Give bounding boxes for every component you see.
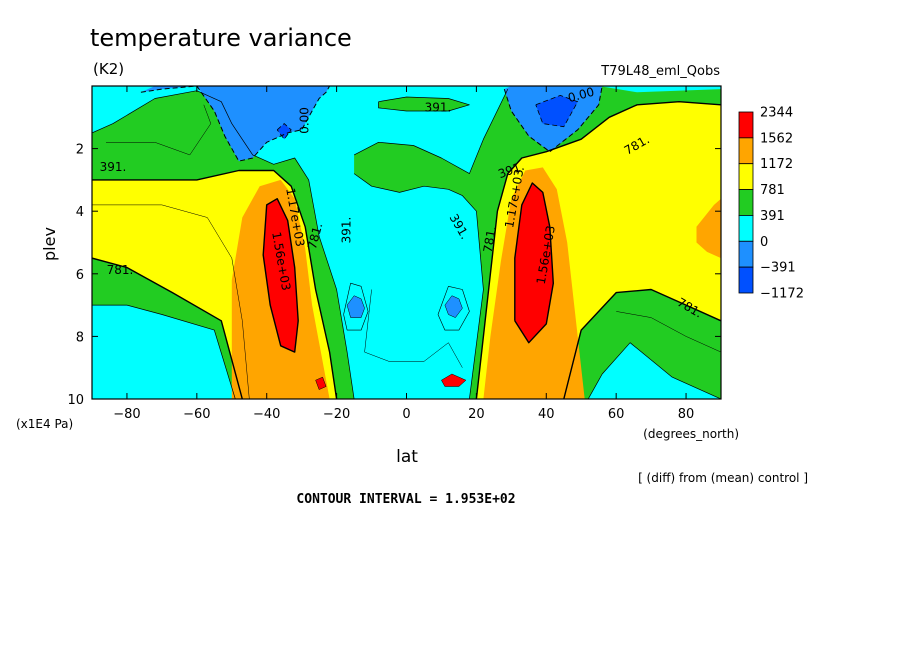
contour-label-6: 391.	[340, 217, 354, 244]
legend-swatch-0	[738, 111, 754, 139]
chart-units: (K2)	[93, 60, 124, 78]
x-axis-units: (degrees_north)	[643, 427, 739, 441]
contour-line-4	[262, 197, 299, 353]
run-label: T79L48_eml_Qobs	[600, 64, 720, 79]
plot-area: 391.781.0.00 391.0.00781.391.781.1.17e+03…	[92, 86, 721, 399]
contour-line-18	[346, 295, 365, 318]
contour-label-7: 781.	[305, 221, 325, 250]
contour-line-7	[92, 304, 236, 399]
legend-swatch-2	[738, 163, 754, 190]
contour-line-10	[587, 342, 721, 399]
contour-region-17	[277, 123, 292, 140]
contour-line-6	[92, 90, 355, 399]
contour-region-13	[140, 86, 330, 162]
contour-line-12	[92, 204, 250, 399]
y-axis-label: plev	[40, 227, 59, 261]
x-tick-label-0: −80	[113, 407, 140, 422]
y-tick-label-3: 8	[76, 330, 84, 345]
contour-line-21	[437, 285, 470, 331]
contour-label-2: 0.00	[298, 107, 312, 134]
contour-label-0: 391.	[100, 160, 127, 174]
legend-level-2: 1172	[760, 157, 793, 172]
legend-level-1: 1562	[760, 131, 793, 146]
diff-note: [ (diff) from (mean) control ]	[638, 471, 808, 485]
contour-line-17	[441, 373, 467, 387]
legend-level-6: −391	[760, 261, 796, 276]
x-axis-label: lat	[396, 447, 418, 467]
y-tick-label-2: 6	[76, 268, 84, 283]
x-tick-label-6: 40	[538, 407, 555, 422]
contour-region-8	[696, 198, 721, 259]
legend-level-4: 391	[760, 209, 785, 224]
contour-region-15	[347, 295, 365, 318]
contour-region-16	[444, 295, 463, 318]
contour-region-3	[378, 97, 470, 111]
contour-line-25	[535, 95, 579, 128]
contour-lines	[92, 86, 721, 399]
contour-region-11	[315, 377, 327, 390]
contour-interval: CONTOUR INTERVAL = 1.953E+02	[296, 492, 515, 507]
y-tick-label-4: 10	[67, 393, 84, 408]
contour-line-0	[92, 169, 338, 399]
contour-line-1	[92, 257, 243, 399]
x-axis: −80 −60 −40 −20 0 20 40 60 80	[113, 86, 694, 422]
legend-swatch-3	[738, 189, 754, 216]
legend-level-5: 0	[760, 235, 768, 250]
contour-label-12: 781.	[481, 225, 499, 254]
contour-line-15	[616, 311, 721, 353]
contour-line-11	[378, 96, 470, 112]
contour-line-8	[353, 88, 509, 174]
contour-line-14	[364, 289, 463, 368]
contour-region-12	[441, 374, 466, 387]
x-tick-label-7: 60	[608, 407, 625, 422]
y-axis-units: (x1E4 Pa)	[16, 417, 73, 431]
contour-label-3: 391.	[425, 100, 452, 114]
y-tick-label-1: 4	[76, 205, 84, 220]
x-tick-label-5: 20	[468, 407, 485, 422]
chart-title: temperature variance	[90, 24, 352, 52]
contour-line-13	[106, 104, 212, 156]
contour-line-2	[475, 100, 721, 399]
legend-swatch-6	[738, 266, 754, 294]
x-tick-label-4: 0	[402, 407, 410, 422]
x-tick-label-1: −60	[183, 407, 210, 422]
contour-line-24	[276, 123, 292, 140]
x-tick-label-8: 80	[678, 407, 695, 422]
contour-line-22	[140, 86, 331, 162]
legend-level-7: −1172	[760, 287, 804, 302]
contour-fills	[92, 86, 721, 399]
legend-swatch-5	[738, 240, 754, 268]
contour-line-16	[315, 376, 327, 390]
y-axis: 2 4 6 8 10	[67, 143, 721, 408]
y-tick-label-0: 2	[76, 143, 84, 158]
legend-level-3: 781	[760, 183, 785, 198]
contour-region-10	[514, 183, 554, 343]
colorbar-legend: 2344 1562 1172 781 391 0 −391 −1172	[738, 106, 804, 302]
legend-level-0: 2344	[760, 106, 793, 121]
contour-line-19	[444, 295, 463, 318]
contour-line-9	[353, 173, 484, 399]
x-tick-label-3: −20	[323, 407, 350, 422]
contour-region-18	[535, 95, 578, 127]
legend-swatch-1	[738, 137, 754, 165]
contour-line-3	[563, 288, 721, 399]
contour-line-20	[343, 282, 369, 331]
contour-line-23	[503, 86, 603, 153]
contour-label-1: 781.	[107, 263, 134, 277]
contour-line-5	[514, 182, 554, 344]
x-tick-label-2: −40	[253, 407, 280, 422]
legend-swatch-4	[738, 215, 754, 242]
